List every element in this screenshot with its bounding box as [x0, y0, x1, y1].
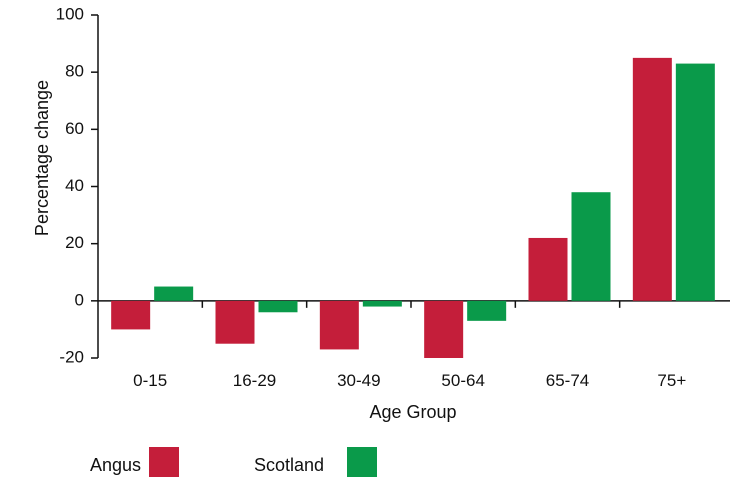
bar-angus-16-29	[215, 300, 255, 344]
bar-scotland-50-64	[467, 300, 507, 321]
legend-swatch-scotland	[347, 447, 377, 477]
x-tick-label: 16-29	[233, 371, 276, 390]
bar-angus-0-15	[111, 300, 151, 330]
y-tick-label: 80	[65, 62, 84, 81]
y-tick-label: 100	[56, 4, 84, 23]
y-tick-label: 60	[65, 119, 84, 138]
x-tick-label: 65-74	[546, 371, 589, 390]
legend: Angus Scotland	[90, 447, 377, 477]
x-axis-label: Age Group	[369, 402, 456, 422]
bar-angus-50-64	[424, 300, 464, 358]
bar-angus-75+	[632, 57, 672, 301]
y-tick-label: 20	[65, 233, 84, 252]
x-tick-label: 50-64	[441, 371, 484, 390]
x-tick-label: 0-15	[133, 371, 167, 390]
bar-scotland-65-74	[571, 192, 611, 301]
bar-angus-65-74	[528, 237, 568, 301]
bar-scotland-16-29	[258, 300, 298, 313]
legend-label-angus: Angus	[90, 455, 141, 475]
bar-scotland-0-15	[154, 286, 194, 301]
legend-label-scotland: Scotland	[254, 455, 324, 475]
bar-angus-30-49	[319, 300, 359, 350]
legend-swatch-angus	[149, 447, 179, 477]
x-tick-label: 75+	[657, 371, 686, 390]
y-tick-label: 0	[75, 290, 84, 309]
bar-scotland-30-49	[362, 300, 402, 307]
x-tick-label: 30-49	[337, 371, 380, 390]
y-axis-label: Percentage change	[32, 80, 52, 236]
plot-area: -20 0 20 40 60 80 100 0-15 16-29 30-49 50-64 65-74 7…	[56, 4, 730, 390]
bar-scotland-75+	[675, 63, 715, 301]
y-tick-label: 40	[65, 176, 84, 195]
y-tick-label: -20	[59, 347, 84, 366]
